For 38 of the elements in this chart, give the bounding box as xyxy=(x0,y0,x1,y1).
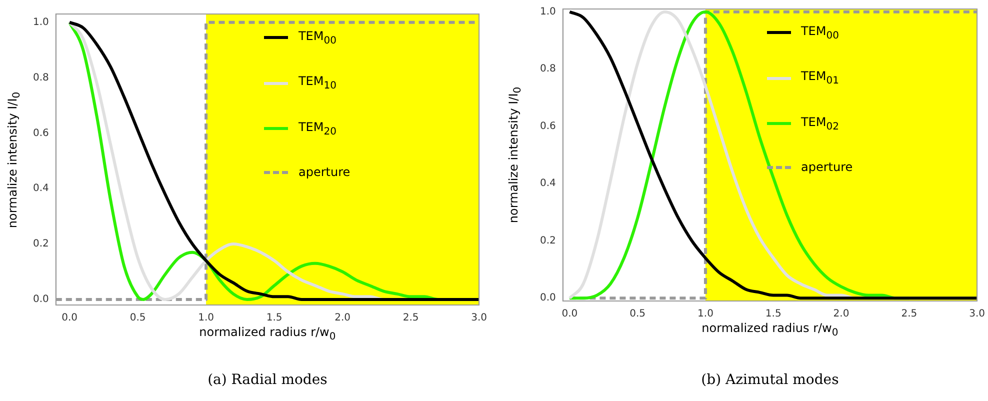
x-tick-label: 1.0 xyxy=(198,312,214,324)
x-tick-label: 2.0 xyxy=(334,312,351,324)
legend-label: TEM$_{20}$ xyxy=(298,120,336,138)
y-tick-label: 0.2 xyxy=(540,235,556,246)
x-tick-label: 0.0 xyxy=(562,308,578,320)
x-tick-label: 2.0 xyxy=(833,308,850,320)
x-axis-title: normalized radius r/w$_{0}$ xyxy=(702,321,838,338)
legend-label: aperture xyxy=(800,160,853,174)
y-tick-label: 0.8 xyxy=(32,72,49,84)
text: (b) Azimutal modes xyxy=(701,372,839,388)
legend-label: TEM$_{00}$ xyxy=(800,24,839,42)
legend-label: TEM$_{10}$ xyxy=(298,74,336,92)
legend-label: aperture xyxy=(298,165,350,180)
y-tick-label: 0.0 xyxy=(32,294,49,306)
y-tick-label: 0.2 xyxy=(32,238,49,250)
y-tick-label: 0.4 xyxy=(540,178,556,190)
y-tick-label: 1.0 xyxy=(32,16,49,28)
legend-label: TEM$_{02}$ xyxy=(800,114,839,132)
x-tick-label: 3.0 xyxy=(969,308,985,320)
x-tick-label: 0.5 xyxy=(630,308,646,320)
y-tick-label: 0.6 xyxy=(32,128,49,139)
text: (a) Radial modes xyxy=(208,372,328,388)
y-tick-label: 0.8 xyxy=(540,64,556,75)
x-tick-label: 0.0 xyxy=(62,312,78,324)
x-axis-title: normalized radius r/w$_{0}$ xyxy=(199,325,336,342)
x-tick-label: 3.0 xyxy=(471,312,487,324)
y-tick-label: 0.6 xyxy=(540,120,556,132)
x-tick-label: 1.5 xyxy=(765,308,782,320)
y-tick-label: 1.0 xyxy=(540,6,556,18)
y-tick-label: 0.0 xyxy=(540,292,556,304)
legend-label: TEM$_{01}$ xyxy=(800,69,839,87)
x-tick-label: 1.5 xyxy=(266,312,282,324)
y-tick-label: 0.4 xyxy=(32,183,49,194)
x-tick-label: 2.5 xyxy=(901,308,918,320)
x-tick-label: 1.0 xyxy=(698,308,714,320)
x-tick-label: 2.5 xyxy=(402,312,419,324)
legend-label: TEM$_{00}$ xyxy=(298,29,336,46)
x-tick-label: 0.5 xyxy=(130,312,146,324)
